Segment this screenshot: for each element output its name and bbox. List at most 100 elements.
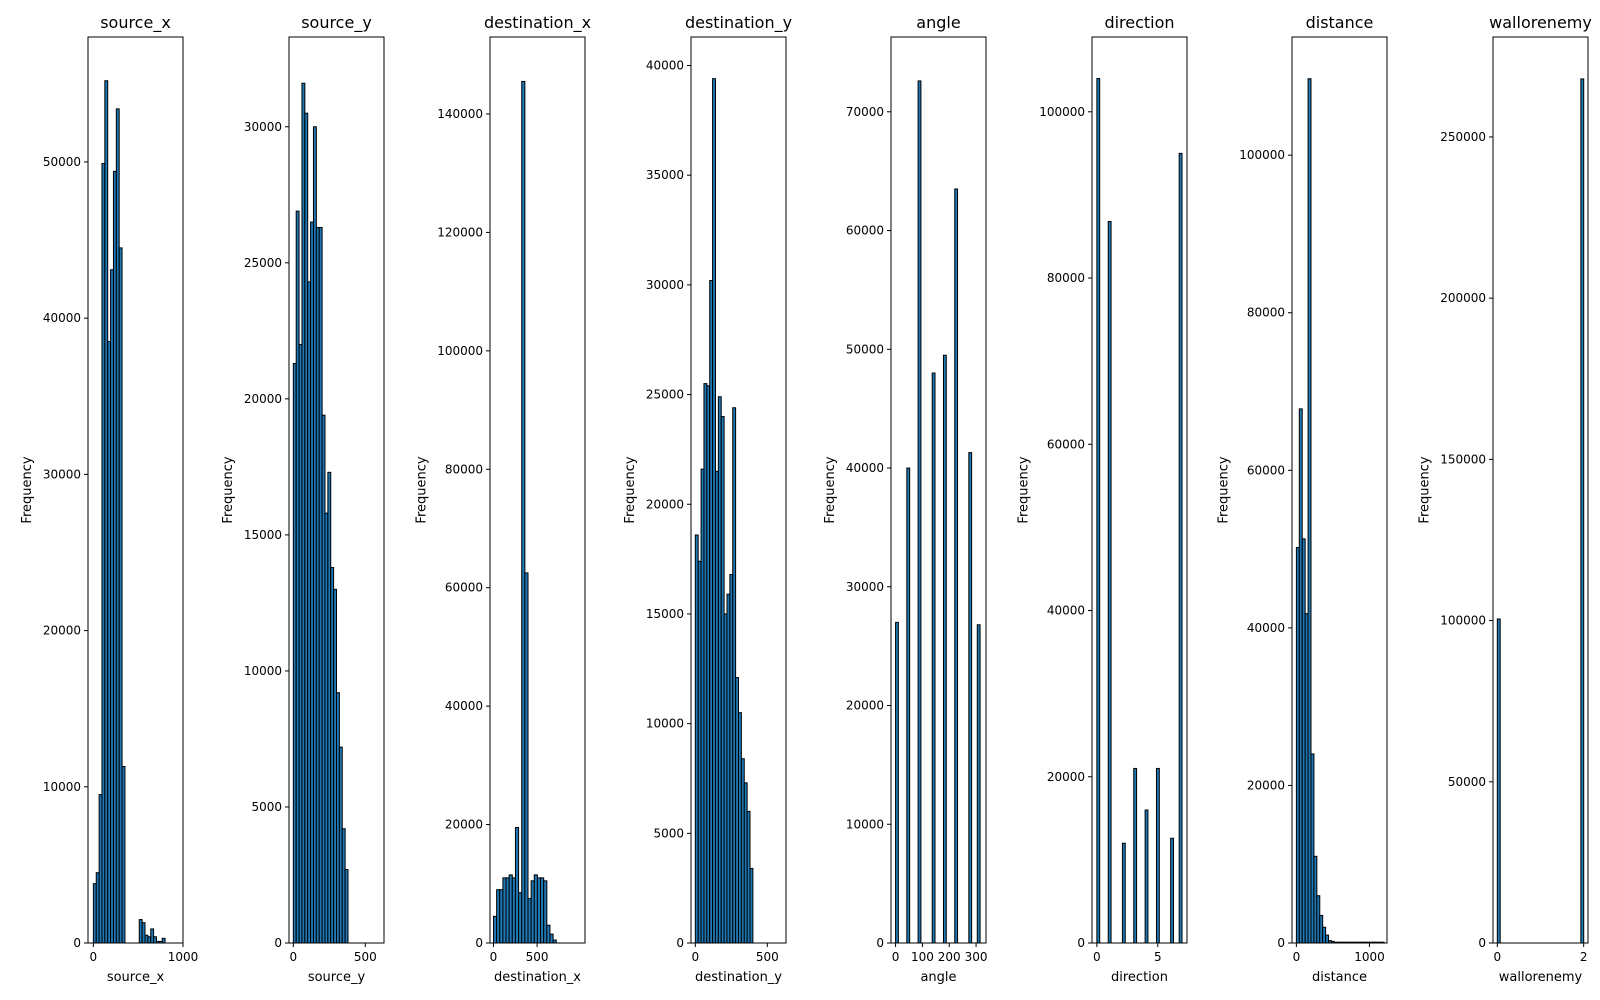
y-tick-label: 40000 [1047, 604, 1085, 618]
y-axis-label: Frequency [221, 456, 236, 523]
y-tick-label: 5000 [653, 826, 684, 840]
y-tick-label: 60000 [445, 581, 483, 595]
y-tick-label: 0 [73, 936, 81, 950]
histogram-bar [344, 869, 349, 944]
x-tick-label: 500 [526, 950, 549, 964]
histogram-bar [1133, 767, 1138, 944]
y-tick-label: 15000 [244, 528, 282, 542]
histogram-panel-source_y: 0 5000 10000 15000 20000 25000 30000 0 500 source… [221, 13, 385, 985]
histogram-bar [895, 621, 899, 944]
chart-title: destination_x [484, 13, 591, 33]
y-tick-label: 60000 [846, 224, 884, 238]
y-tick-label: 60000 [1047, 437, 1085, 451]
histogram-bar [954, 188, 959, 944]
histogram-bar [524, 572, 529, 944]
y-axis-label: Frequency [20, 456, 35, 523]
histogram-bar [1580, 78, 1585, 944]
chart-title: destination_y [685, 13, 792, 33]
x-tick-label: 5 [1154, 950, 1162, 964]
y-tick-label: 30000 [43, 467, 81, 481]
histogram-panel-destination_y: 0500010000150002000025000300003500040000… [623, 13, 792, 985]
axes-frame [87, 36, 184, 944]
x-tick-label: 0 [289, 950, 297, 964]
x-tick-label: 1000 [168, 950, 199, 964]
y-tick-label: 10000 [244, 664, 282, 678]
chart-title: source_y [301, 13, 372, 33]
chart-title: wallorenemy [1489, 13, 1592, 32]
histogram-panel-direction: 0 20000 40000 60000 80000 100000 0 5 direction di… [1016, 13, 1188, 985]
y-tick-label: 40000 [646, 59, 684, 73]
y-tick-label: 80000 [1247, 306, 1285, 320]
histogram-bar [1155, 767, 1160, 944]
y-tick-label: 30000 [846, 580, 884, 594]
y-tick-label: 0 [274, 936, 282, 950]
axes-frame [288, 36, 385, 944]
histogram-bar [1121, 842, 1126, 944]
y-axis-label: Frequency [1216, 456, 1231, 523]
y-tick-label: 10000 [846, 817, 884, 831]
y-tick-label: 20000 [1247, 778, 1285, 792]
y-tick-label: 35000 [646, 168, 684, 182]
x-tick-label: 200 [938, 950, 961, 964]
y-axis-label: Frequency [1417, 456, 1432, 523]
y-axis-label: Frequency [1016, 456, 1031, 523]
x-tick-label: 0 [892, 950, 900, 964]
x-axis-label: destination_x [494, 970, 581, 985]
y-tick-label: 40000 [43, 311, 81, 325]
y-tick-label: 20000 [244, 392, 282, 406]
x-tick-label: 500 [354, 950, 377, 964]
y-tick-label: 40000 [846, 461, 884, 475]
y-tick-label: 120000 [437, 225, 483, 239]
axes-frame [690, 36, 787, 944]
y-tick-label: 30000 [646, 278, 684, 292]
x-axis-label: destination_y [695, 970, 782, 985]
histogram-bar [161, 937, 166, 944]
chart-title: angle [916, 13, 960, 32]
x-tick-label: 2 [1580, 950, 1588, 964]
y-axis-label: Frequency [623, 456, 638, 523]
y-tick-label: 20000 [646, 497, 684, 511]
histogram-bar [1144, 809, 1149, 944]
x-tick-label: 100 [911, 950, 934, 964]
y-tick-label: 100000 [1039, 105, 1085, 119]
axes-frame [489, 36, 586, 944]
y-tick-label: 250000 [1440, 130, 1486, 144]
x-axis-label: direction [1111, 970, 1168, 985]
y-tick-label: 10000 [646, 717, 684, 731]
y-tick-label: 15000 [646, 607, 684, 621]
y-tick-label: 80000 [1047, 271, 1085, 285]
x-axis-label: wallorenemy [1499, 970, 1583, 985]
y-tick-label: 140000 [437, 107, 483, 121]
y-tick-label: 30000 [244, 120, 282, 134]
histogram-bar [917, 80, 922, 944]
y-tick-label: 40000 [445, 699, 483, 713]
histogram-bar [906, 467, 911, 944]
x-tick-label: 1000 [1354, 950, 1385, 964]
x-tick-label: 0 [1093, 950, 1101, 964]
y-tick-label: 10000 [43, 780, 81, 794]
x-tick-label: 0 [1493, 950, 1501, 964]
histogram-bar [976, 624, 981, 944]
axes-frame [1291, 36, 1388, 944]
y-tick-label: 5000 [251, 800, 282, 814]
histogram-bar [968, 452, 973, 944]
chart-title: source_x [100, 13, 171, 33]
histogram-panel-distance: 0 20000 40000 60000 80000 100000 0 1000 distance… [1216, 13, 1388, 985]
axes-frame [1492, 36, 1589, 944]
x-tick-label: 0 [691, 950, 699, 964]
y-tick-label: 50000 [43, 155, 81, 169]
chart-title: distance [1306, 13, 1374, 32]
histogram-panel-wallorenemy: 0 50000 100000 150000 200000 250000 0 2 walloren… [1417, 13, 1591, 985]
x-tick-label: 500 [756, 950, 779, 964]
x-axis-label: angle [920, 970, 956, 985]
y-tick-label: 0 [475, 936, 483, 950]
y-tick-label: 20000 [43, 624, 81, 638]
histogram-bar [942, 354, 947, 944]
histogram-panel-angle: 0 10000 20000 30000 40000 50000 60000 70000 0 100… [823, 13, 988, 985]
y-tick-label: 25000 [244, 256, 282, 270]
histogram-bar [1496, 618, 1501, 944]
y-tick-label: 20000 [846, 699, 884, 713]
y-tick-label: 100000 [1440, 614, 1486, 628]
axes-frame [890, 36, 987, 944]
